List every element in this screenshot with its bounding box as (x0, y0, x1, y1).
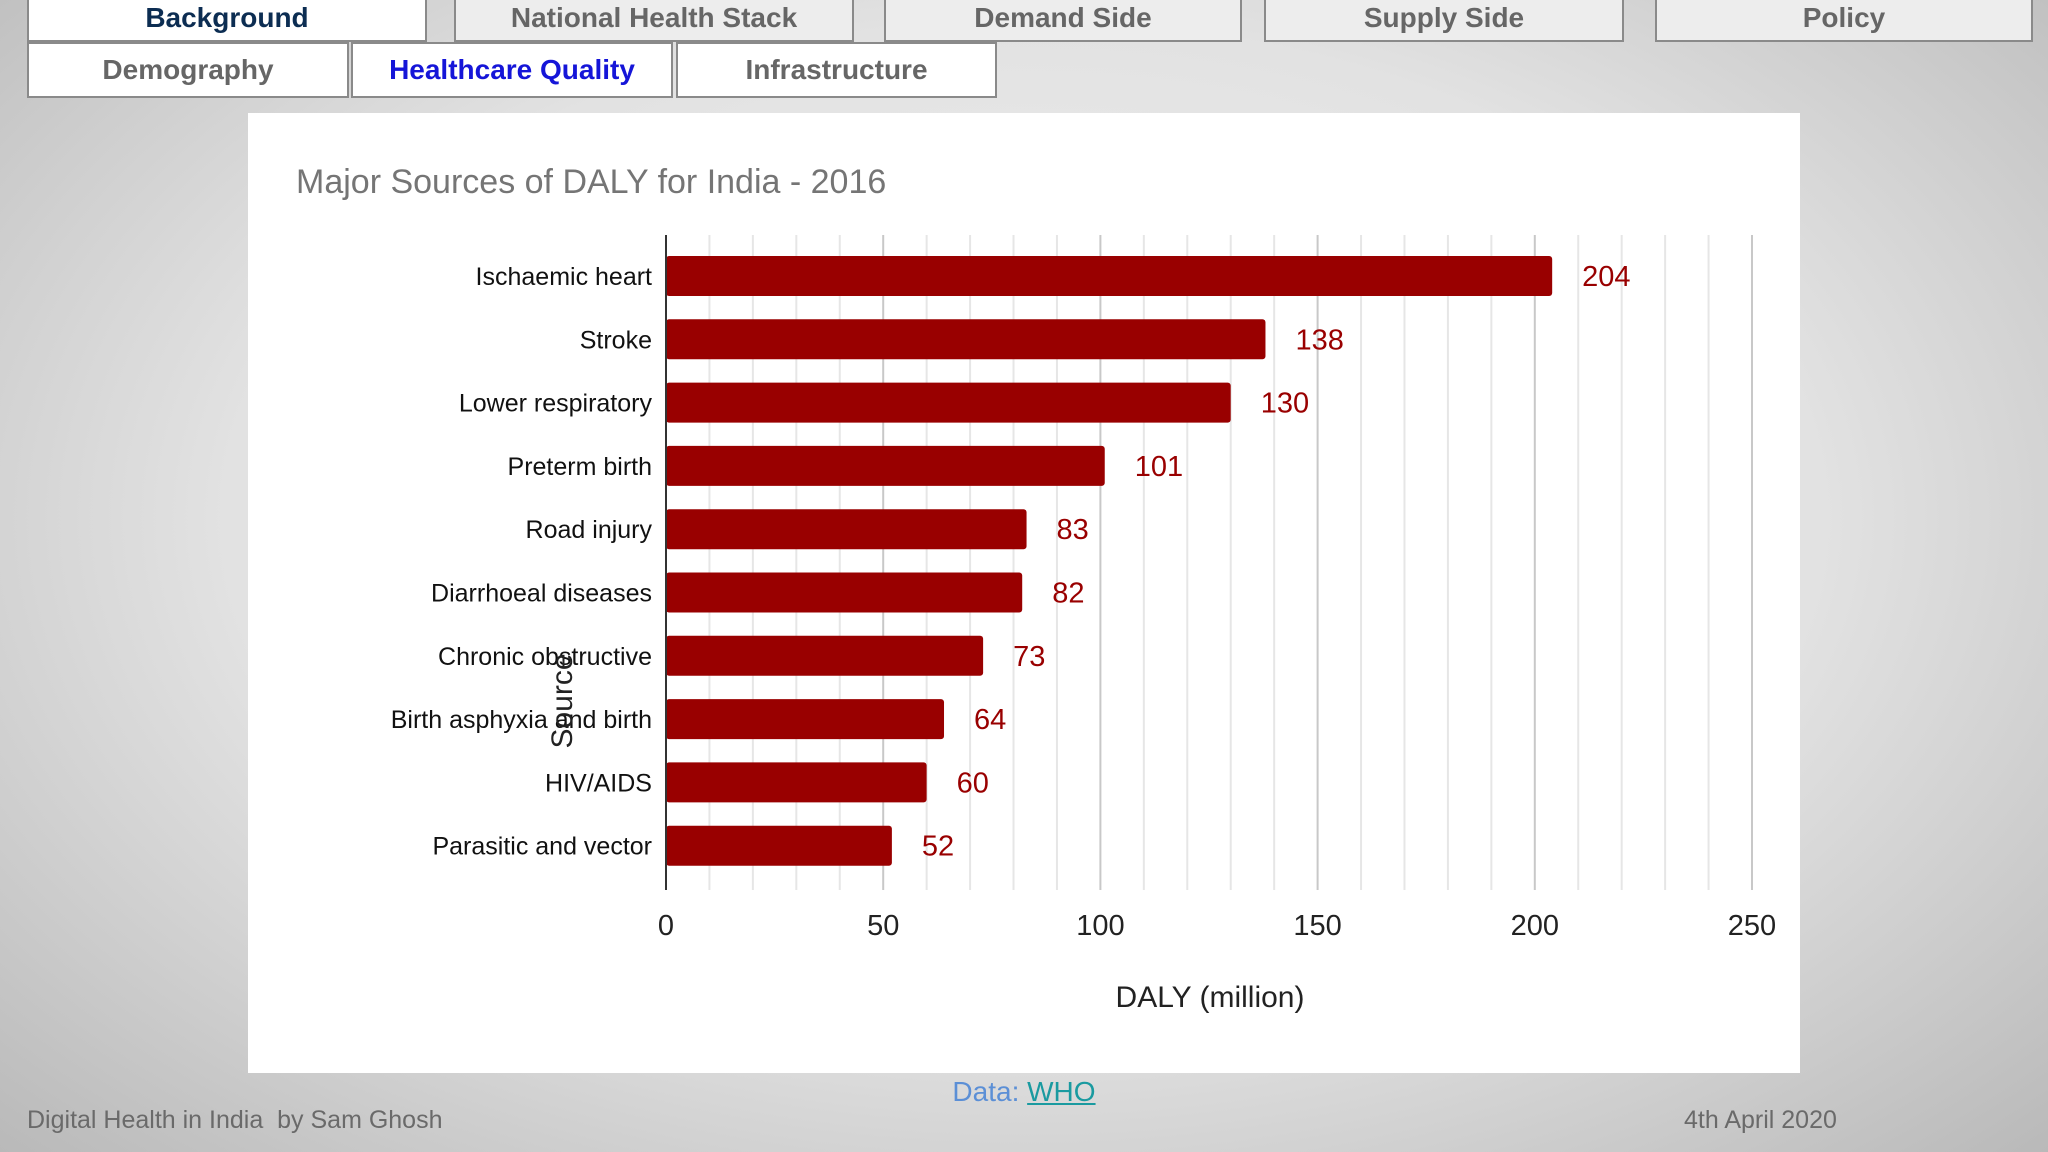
data-label: 138 (1295, 324, 1343, 356)
bar-0 (666, 256, 1553, 296)
tab-demand-side[interactable]: Demand Side (884, 0, 1242, 42)
footer-date: 4th April 2020 (1684, 1106, 1837, 1134)
data-label: 83 (1057, 514, 1089, 546)
bar-3 (666, 445, 1105, 486)
data-label: 204 (1582, 261, 1630, 293)
x-axis-label: DALY (million) (1116, 981, 1305, 1014)
category-label: Birth asphyxia and birth (391, 706, 652, 734)
x-tick-label: 100 (1076, 910, 1124, 942)
category-label: Diarrhoeal diseases (431, 580, 652, 608)
tab-healthcare-quality[interactable]: Healthcare Quality (351, 42, 673, 98)
x-tick-label: 0 (658, 910, 674, 942)
category-label: HIV/AIDS (545, 769, 652, 797)
daly-bar-chart: Major Sources of DALY for India - 2016 I… (296, 163, 1776, 1014)
data-label: 130 (1261, 388, 1309, 420)
bar-2 (666, 382, 1231, 423)
tab-supply-side[interactable]: Supply Side (1264, 0, 1624, 42)
tab-infrastructure[interactable]: Infrastructure (676, 42, 997, 98)
category-label: Stroke (580, 326, 652, 354)
category-label: Ischaemic heart (476, 263, 653, 291)
category-label: Road injury (526, 516, 653, 544)
bar-6 (666, 635, 984, 676)
category-label: Parasitic and vector (432, 833, 652, 861)
bar-8 (666, 762, 927, 803)
bar-5 (666, 572, 1023, 613)
data-credit: Data: WHO (0, 1076, 2048, 1108)
bar-1 (666, 319, 1266, 360)
category-label: Chronic obstructive (438, 643, 652, 671)
tab-national-health-stack[interactable]: National Health Stack (454, 0, 854, 42)
x-tick-label: 200 (1511, 910, 1559, 942)
tab-demography[interactable]: Demography (27, 42, 349, 98)
bar-9 (666, 825, 892, 866)
who-link[interactable]: WHO (1027, 1076, 1096, 1107)
data-label: 73 (1013, 641, 1045, 673)
y-axis-label: Source (546, 653, 579, 748)
data-label: 52 (922, 831, 954, 863)
bar-7 (666, 699, 945, 740)
chart-card: Major Sources of DALY for India - 2016 I… (248, 113, 1800, 1073)
data-credit-prefix: Data: (952, 1076, 1028, 1107)
tab-background[interactable]: Background (27, 0, 427, 42)
data-label: 82 (1052, 578, 1084, 610)
data-label: 60 (957, 767, 989, 799)
tab-policy[interactable]: Policy (1655, 0, 2033, 42)
data-label: 64 (974, 704, 1006, 736)
data-label: 101 (1135, 451, 1183, 483)
x-tick-label: 250 (1728, 910, 1776, 942)
x-tick-label: 50 (867, 910, 899, 942)
bar-4 (666, 509, 1027, 550)
category-label: Lower respiratory (459, 390, 653, 418)
x-tick-label: 150 (1293, 910, 1341, 942)
footer-presentation-title: Digital Health in India by Sam Ghosh (27, 1106, 443, 1134)
chart-title: Major Sources of DALY for India - 2016 (296, 163, 886, 201)
category-label: Preterm birth (508, 453, 652, 481)
